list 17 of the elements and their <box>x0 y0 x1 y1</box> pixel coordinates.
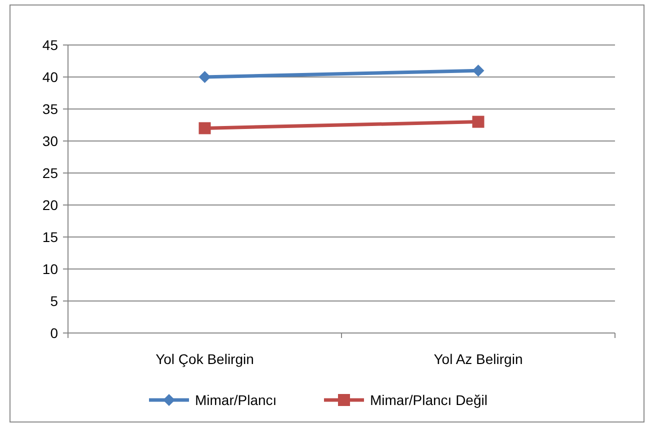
y-tick-label: 20 <box>42 196 58 213</box>
y-tick-label: 40 <box>42 68 58 85</box>
y-tick-label: 25 <box>42 164 58 181</box>
y-tick-label: 35 <box>42 100 58 117</box>
y-tick-label: 30 <box>42 132 58 149</box>
legend-label: Mimar/Plancı Değil <box>370 392 488 408</box>
legend-label: Mimar/Plancı <box>195 392 277 408</box>
y-tick-label: 5 <box>50 292 58 309</box>
y-tick-label: 0 <box>50 324 58 341</box>
point <box>472 116 484 128</box>
x-tick-label: Yol Çok Belirgin <box>156 351 254 367</box>
point <box>198 71 211 83</box>
point <box>198 122 211 134</box>
y-tick-label: 10 <box>42 260 58 277</box>
y-tick-label: 15 <box>42 228 58 245</box>
y-tick-label: 45 <box>42 36 58 53</box>
x-tick-label: Yol Az Belirgin <box>434 351 523 367</box>
